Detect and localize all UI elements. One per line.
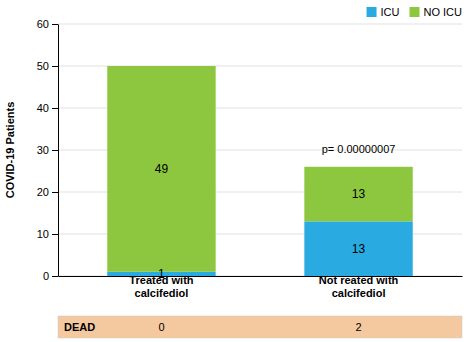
data-label: 13 [352, 242, 366, 256]
y-tick-mark [52, 108, 58, 109]
legend-label: ICU [381, 6, 400, 18]
data-label: 13 [352, 187, 366, 201]
legend-item: NO ICU [410, 6, 463, 18]
table-row: DEAD 0 2 [58, 316, 462, 338]
y-tick-label: 50 [37, 60, 49, 72]
chart: 0102030405060COVID-19 PatientsTreated wi… [0, 0, 474, 342]
data-label: 49 [155, 162, 169, 176]
legend-label: NO ICU [424, 6, 463, 18]
y-tick-mark [52, 24, 58, 25]
y-tick: 20 [37, 186, 58, 198]
x-tick: Not reated withcalcifediol [319, 274, 399, 299]
table-row-background [58, 316, 462, 338]
data-label: 1 [158, 267, 165, 281]
table-row-value: 0 [158, 321, 164, 333]
y-tick-mark [52, 150, 58, 151]
bar-segment [107, 66, 215, 272]
table-row-value: 2 [355, 321, 361, 333]
table-row-label: DEAD [64, 321, 95, 333]
y-tick-mark [52, 234, 58, 235]
x-axis: Treated withcalcifediolNot reated withca… [59, 274, 463, 299]
y-tick-mark [52, 66, 58, 67]
y-tick-label: 10 [37, 228, 49, 240]
y-tick-mark [52, 276, 58, 277]
y-tick: 40 [37, 102, 58, 114]
y-tick-label: 30 [37, 144, 49, 156]
bar-segment [304, 167, 412, 222]
grid-line [58, 24, 462, 25]
y-tick: 30 [37, 144, 58, 156]
legend-item: ICU [367, 6, 400, 18]
y-tick: 10 [37, 228, 58, 240]
grid [58, 24, 462, 276]
legend-swatch [367, 7, 377, 17]
legend-swatch [410, 7, 420, 17]
plot: 0 10 20 30 40 50 60 COVID-19 Patients Treated wi… [4, 18, 463, 299]
y-tick-mark [52, 192, 58, 193]
y-tick-label: 20 [37, 186, 49, 198]
bar-segment [304, 221, 412, 276]
y-tick: 60 [37, 18, 58, 30]
x-tick-label: Not reated withcalcifediol [319, 274, 399, 299]
y-axis-line [58, 25, 59, 277]
y-tick-label: 40 [37, 102, 49, 114]
y-axis-title: COVID-19 Patients [4, 102, 16, 199]
bar-series [107, 66, 412, 272]
legend: ICU NO ICU [367, 6, 463, 18]
y-axis: 0 10 20 30 40 50 60 [37, 18, 59, 282]
bars [107, 66, 412, 276]
annotation: p= 0.00000007 [322, 143, 396, 155]
x-tick-label-line: calcifediol [332, 287, 386, 299]
y-tick: 50 [37, 60, 58, 72]
x-tick-label-line: calcifediol [135, 287, 189, 299]
y-tick: 0 [43, 270, 58, 282]
data-labels: 1 13 49 13 [155, 162, 366, 281]
x-axis-line [59, 276, 463, 277]
y-tick-label: 0 [43, 270, 49, 282]
y-tick-label: 60 [37, 18, 49, 30]
